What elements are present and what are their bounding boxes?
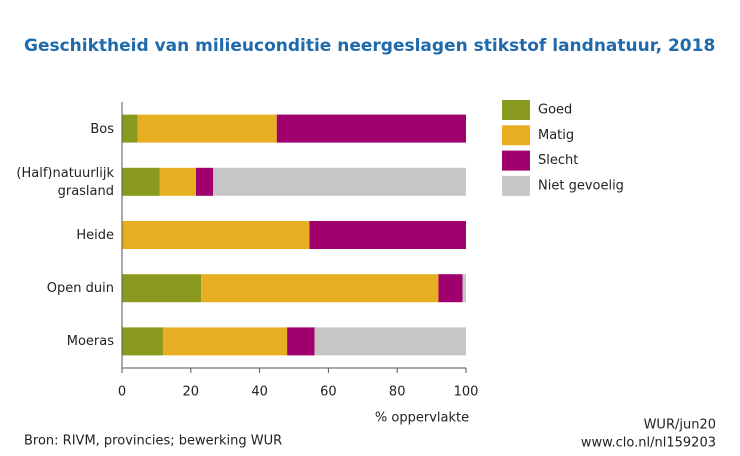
bar-segment (287, 327, 315, 356)
bar-segment (309, 221, 466, 249)
bar-segment (276, 114, 466, 143)
x-tick-label: 100 (454, 385, 479, 400)
y-tick-label-box: Open duin (46, 281, 114, 297)
bar-segment (122, 167, 160, 196)
y-tick-label-box: Bos (90, 121, 114, 137)
bar-segment (438, 274, 463, 303)
credit: www.clo.nl/nl159203 (581, 436, 716, 451)
bar-segment (137, 114, 277, 143)
bar-segment (122, 114, 138, 143)
bar-segment (122, 274, 202, 303)
bar-segment (163, 327, 288, 356)
y-tick-label-box: (Half)natuurlijk grasland (16, 165, 114, 199)
x-tick-label: 0 (118, 385, 126, 400)
bar-segment (159, 167, 196, 196)
bar-segment (122, 221, 310, 249)
legend-swatch (502, 150, 530, 171)
legend-swatch (502, 125, 530, 146)
legend-label: Matig (538, 128, 574, 143)
y-tick-label-box: Heide (76, 227, 114, 243)
credit: WUR/jun20 (644, 418, 716, 433)
y-tick-label: (Half)natuurlijk grasland (16, 165, 114, 199)
bar-segment (213, 167, 466, 196)
x-tick-label: 80 (389, 385, 406, 400)
chart-title: Geschiktheid van milieuconditie neergesl… (24, 36, 715, 56)
x-axis-label: % oppervlakte (375, 411, 469, 426)
y-tick-label: Open duin (46, 281, 114, 297)
x-tick-label: 40 (251, 385, 268, 400)
bar-segment (462, 274, 466, 303)
bar-segment (195, 167, 214, 196)
x-tick-label: 60 (320, 385, 337, 400)
legend-label: Goed (538, 103, 572, 118)
bar-segment (201, 274, 439, 303)
x-tick-label: 20 (183, 385, 200, 400)
y-tick-label: Heide (76, 227, 114, 243)
bar-segment (314, 327, 466, 356)
legend-swatch (502, 175, 530, 196)
bar-segment (122, 327, 164, 356)
legend-label: Niet gevoelig (538, 178, 624, 193)
legend-label: Slecht (538, 153, 578, 168)
y-tick-label: Bos (90, 121, 114, 137)
source: Bron: RIVM, provincies; bewerking WUR (24, 434, 282, 449)
legend-swatch (502, 100, 530, 120)
y-tick-label: Moeras (66, 334, 114, 350)
y-tick-label-box: Moeras (66, 334, 114, 350)
